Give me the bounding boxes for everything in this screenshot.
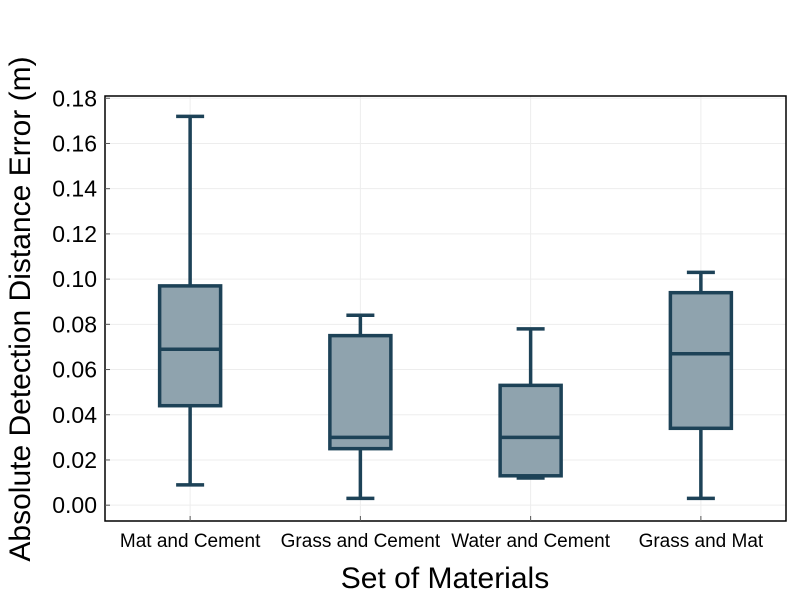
y-tick-label: 0.12	[52, 221, 97, 247]
y-tick-label: 0.02	[52, 447, 97, 473]
box-iqr	[668, 290, 734, 431]
x-tick-label: Grass and Mat	[639, 531, 764, 552]
box-1	[157, 114, 223, 487]
x-axis-title: Set of Materials	[341, 562, 549, 595]
box-4	[668, 270, 734, 501]
y-tick-label: 0.08	[52, 311, 97, 337]
box-2	[328, 313, 393, 501]
box-iqr	[157, 284, 223, 408]
y-tick-label: 0.00	[52, 492, 97, 518]
y-tick-label: 0.16	[52, 130, 97, 156]
box-iqr	[498, 383, 563, 478]
y-axis-ticks: 0.00 0.02 0.04 0.06 0.08 0.10 0.12 0.14 0.16 0.18	[52, 85, 110, 518]
y-tick-label: 0.18	[52, 85, 97, 111]
y-tick-label: 0.06	[52, 357, 97, 383]
box-iqr	[328, 333, 393, 451]
y-tick-label: 0.10	[52, 266, 97, 292]
y-tick-label: 0.04	[52, 402, 97, 428]
x-axis-ticks: Mat and Cement Grass and Cement Water and …	[120, 516, 764, 552]
x-tick-label: Mat and Cement	[120, 531, 261, 552]
plot-frame	[104, 95, 787, 522]
y-tick-label: 0.14	[52, 176, 97, 202]
x-tick-label: Water and Cement	[451, 531, 610, 552]
box-series	[157, 114, 734, 501]
y-axis-title: Absolute Detection Distance Error (m)	[4, 56, 37, 561]
x-tick-label: Grass and Cement	[281, 531, 441, 552]
box-3	[498, 327, 563, 480]
